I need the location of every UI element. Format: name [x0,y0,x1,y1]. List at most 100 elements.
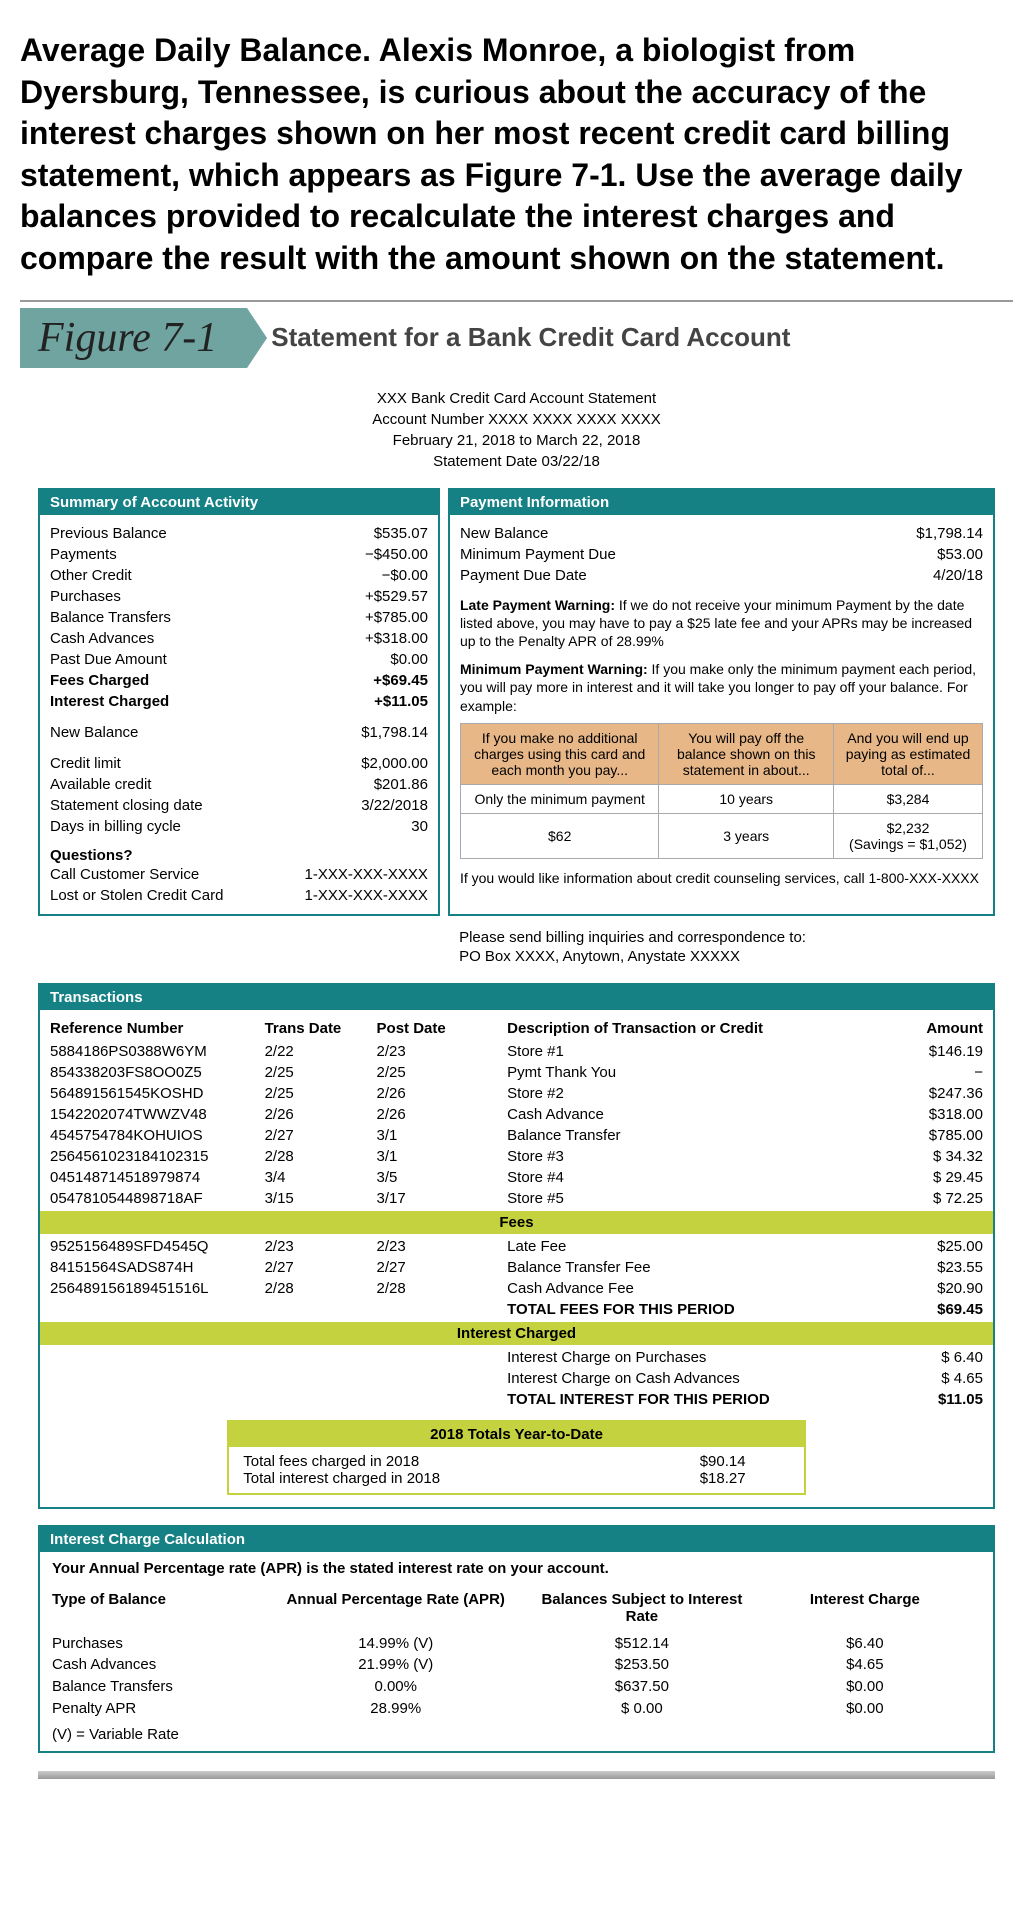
cell-amt: − [880,1062,983,1083]
payment-title: Payment Information [450,490,993,515]
pay-cell: $2,232 (Savings = $1,052) [833,813,982,858]
transactions-title: Transactions [40,985,993,1010]
payment-label: New Balance [460,523,873,544]
customer-service-label: Call Customer Service [50,864,305,885]
int-amt: $ 6.40 [880,1347,983,1368]
cell-ref: 2564561023184102315 [50,1146,265,1167]
figure-badge: Figure 7-1 [20,308,247,368]
lost-card-label: Lost or Stolen Credit Card [50,885,305,906]
pay-th-0: If you make no additional charges using … [460,723,659,784]
cell-postdate: 2/23 [377,1236,508,1257]
apr-footnote: (V) = Variable Rate [52,1726,981,1743]
rule-top [20,300,1013,302]
summary-label: Balance Transfers [50,607,318,628]
apr-type: Cash Advances [52,1654,256,1676]
apr-type: Penalty APR [52,1698,256,1720]
cell-desc: Balance Transfer [507,1125,880,1146]
interest-total-val: $11.05 [880,1389,983,1410]
questions-label: Questions? [50,847,428,864]
apr-chg: $0.00 [749,1676,981,1698]
int-desc: Interest Charge on Purchases [507,1347,880,1368]
ytd-box: 2018 Totals Year-to-Date Total fees char… [227,1420,805,1495]
int-desc: Interest Charge on Cash Advances [507,1368,880,1389]
summary-val: −$0.00 [318,565,428,586]
summary-val: +$785.00 [318,607,428,628]
ytd-val: $18.27 [700,1470,790,1487]
figure-title: Statement for a Bank Credit Card Account [271,322,790,353]
cell-transdate: 2/23 [265,1236,377,1257]
summary-val: +$11.05 [318,691,428,712]
summary-val: $535.07 [318,523,428,544]
pay-cell: 3 years [659,813,834,858]
credit-label: Credit limit [50,753,318,774]
credit-val: 3/22/2018 [318,795,428,816]
pay-cell: $62 [460,813,659,858]
apr-h-apr: Annual Percentage Rate (APR) [256,1591,535,1625]
cell-amt: $ 29.45 [880,1167,983,1188]
payment-label: Payment Due Date [460,565,873,586]
payment-val: $1,798.14 [873,523,983,544]
payment-label: Minimum Payment Due [460,544,873,565]
figure-header: Figure 7-1 Statement for a Bank Credit C… [20,308,1013,368]
cell-amt: $20.90 [880,1278,983,1299]
payment-val: $53.00 [873,544,983,565]
cell-ref: 5884186PS0388W6YM [50,1041,265,1062]
credit-label: Available credit [50,774,318,795]
ytd-title: 2018 Totals Year-to-Date [229,1422,803,1447]
billing-note: Please send billing inquiries and corres… [38,928,995,967]
cell-postdate: 2/23 [377,1041,508,1062]
statement: XXX Bank Credit Card Account Statement A… [38,388,995,1779]
th-amt: Amount [880,1020,983,1037]
cell-postdate: 3/1 [377,1146,508,1167]
cell-transdate: 2/25 [265,1083,377,1104]
apr-type: Purchases [52,1633,256,1655]
cell-ref: 045148714518979874 [50,1167,265,1188]
summary-label: Fees Charged [50,670,318,691]
new-balance-val: $1,798.14 [318,722,428,743]
apr-rate: 28.99% [256,1698,535,1720]
cell-transdate: 2/25 [265,1062,377,1083]
payment-panel: Payment Information New Balance$1,798.14… [448,488,995,916]
apr-panel: Interest Charge Calculation Your Annual … [38,1525,995,1753]
stmt-head-4: Statement Date 03/22/18 [38,451,995,472]
cell-ref: 854338203FS8OO0Z5 [50,1062,265,1083]
apr-title: Interest Charge Calculation [40,1527,993,1552]
cell-postdate: 2/26 [377,1083,508,1104]
cell-ref: 0547810544898718AF [50,1188,265,1209]
cell-ref: 4545754784KOHUIOS [50,1125,265,1146]
counseling-note: If you would like information about cred… [460,869,983,887]
summary-val: −$450.00 [318,544,428,565]
customer-service-val: 1-XXX-XXX-XXXX [305,864,428,885]
cell-transdate: 3/4 [265,1167,377,1188]
pay-th-1: You will pay off the balance shown on th… [659,723,834,784]
ytd-label: Total fees charged in 2018 [243,1453,699,1470]
cell-desc: Balance Transfer Fee [507,1257,880,1278]
ytd-label: Total interest charged in 2018 [243,1470,699,1487]
cell-transdate: 2/26 [265,1104,377,1125]
apr-note: Your Annual Percentage rate (APR) is the… [52,1560,981,1577]
summary-val: +$529.57 [318,586,428,607]
summary-label: Payments [50,544,318,565]
cell-transdate: 2/28 [265,1278,377,1299]
apr-bal: $253.50 [535,1654,749,1676]
summary-val: +$318.00 [318,628,428,649]
interest-total-label: TOTAL INTEREST FOR THIS PERIOD [507,1389,880,1410]
apr-h-chg: Interest Charge [749,1591,981,1625]
cell-desc: Late Fee [507,1236,880,1257]
apr-type: Balance Transfers [52,1676,256,1698]
cell-desc: Cash Advance Fee [507,1278,880,1299]
fees-band: Fees [40,1211,993,1234]
apr-rate: 21.99% (V) [256,1654,535,1676]
pay-cell: Only the minimum payment [460,784,659,813]
summary-val: $0.00 [318,649,428,670]
cell-ref: 9525156489SFD4545Q [50,1236,265,1257]
apr-rate: 14.99% (V) [256,1633,535,1655]
summary-label: Interest Charged [50,691,318,712]
summary-label: Previous Balance [50,523,318,544]
cell-transdate: 2/22 [265,1041,377,1062]
stmt-head-1: XXX Bank Credit Card Account Statement [38,388,995,409]
pay-cell: $3,284 [833,784,982,813]
apr-bal: $637.50 [535,1676,749,1698]
summary-title: Summary of Account Activity [40,490,438,515]
payment-val: 4/20/18 [873,565,983,586]
